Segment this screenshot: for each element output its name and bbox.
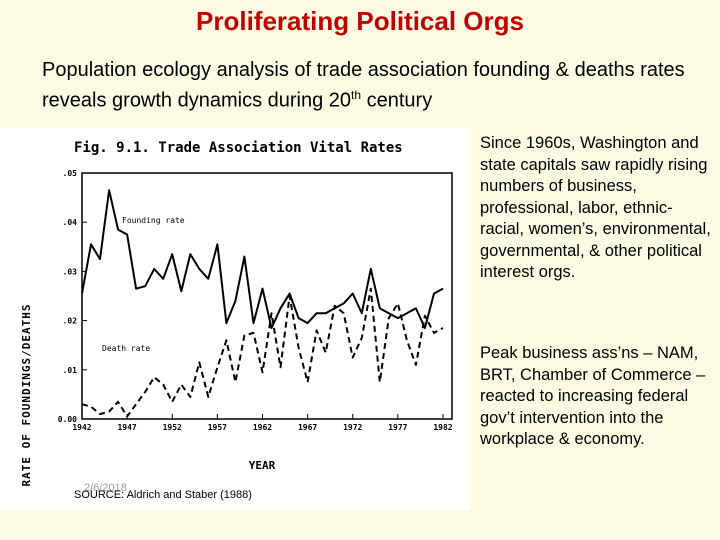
chart-title: Fig. 9.1. Trade Association Vital Rates (74, 140, 403, 156)
slide-title: Proliferating Political Orgs (196, 6, 524, 36)
x-tick-label: 1982 (433, 423, 452, 432)
subtitle-superscript: th (351, 88, 362, 102)
date-overlay: 2/6/2018 (84, 482, 127, 494)
plot-frame (81, 172, 453, 420)
death-rate-line (81, 287, 444, 418)
y-tick-label: .03 (63, 267, 78, 276)
series-label-death: Death rate (102, 344, 150, 353)
y-tick-label: .02 (63, 317, 78, 326)
y-tick-label: .04 (63, 218, 78, 227)
source-note: SOURCE: Aldrich and Staber (1988) (74, 489, 252, 501)
x-tick-label: 1942 (72, 423, 91, 432)
right-panel (470, 128, 720, 510)
bottom-band (0, 510, 720, 540)
subtitle-main: Population ecology analysis of trade ass… (42, 59, 685, 112)
slide-subtitle: Population ecology analysis of trade ass… (42, 58, 702, 114)
y-axis-title: RATE OF FOUNDINGS/DEATHS (20, 304, 33, 487)
y-tick-label: .05 (63, 169, 78, 178)
x-tick-label: 1972 (343, 423, 362, 432)
figure-panel: Fig. 9.1. Trade Association Vital Rates … (0, 128, 470, 510)
x-tick-label: 1962 (253, 423, 272, 432)
x-tick-label: 1977 (388, 423, 407, 432)
subtitle-end: century (361, 89, 433, 112)
bullet-text-1: Since 1960s, Washington and state capita… (480, 134, 711, 281)
x-tick-label: 1967 (298, 423, 317, 432)
founding-rate-line (81, 189, 444, 329)
series-label-founding: Founding rate (122, 216, 185, 225)
y-tick-label: .01 (63, 366, 78, 375)
bullet-text-2: Peak business ass’ns – NAM, BRT, Chamber… (480, 344, 706, 448)
y-tick-label: 0.00 (58, 415, 77, 424)
x-axis-title: YEAR (249, 459, 276, 472)
x-tick-label: 1957 (208, 423, 227, 432)
x-tick-label: 1947 (117, 423, 136, 432)
trade-association-chart: Fig. 9.1. Trade Association Vital Rates … (20, 140, 453, 501)
x-tick-label: 1952 (163, 423, 182, 432)
